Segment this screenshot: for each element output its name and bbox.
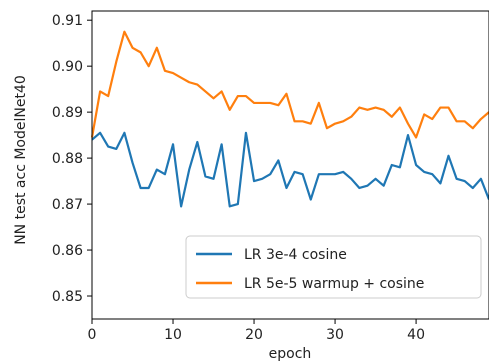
y-axis-label: NN test acc ModelNet40 [13,75,29,245]
y-axis-ticks: 0.85 0.86 0.87 0.88 0.89 0.90 0.91 [52,13,92,305]
plot-frame [91,10,489,320]
legend-box [185,235,482,299]
y-tick-label: 0.85 [52,289,83,305]
x-tick-label: 20 [245,327,263,343]
x-tick-label: 10 [164,327,182,343]
legend: LR 3e-4 cosine LR 5e-5 warmup + cosine [185,235,482,299]
x-tick-label: 30 [326,327,344,343]
x-axis-label: epoch [269,346,312,362]
legend-label-series-2: LR 5e-5 warmup + cosine [244,276,424,292]
y-tick-label: 0.88 [52,151,83,167]
x-tick-label: 40 [407,327,425,343]
legend-label-series-1: LR 3e-4 cosine [244,247,347,263]
series-line-2 [90,30,489,139]
series-layer [90,30,489,208]
series-line-1 [91,131,489,208]
y-tick-label: 0.86 [52,243,83,259]
y-tick-label: 0.90 [52,59,83,75]
y-tick-label: 0.91 [52,13,83,29]
x-axis-ticks: 0 10 20 30 40 [88,319,425,343]
y-tick-label: 0.89 [52,105,83,121]
y-tick-label: 0.87 [52,197,83,213]
x-tick-label: 0 [88,327,97,343]
